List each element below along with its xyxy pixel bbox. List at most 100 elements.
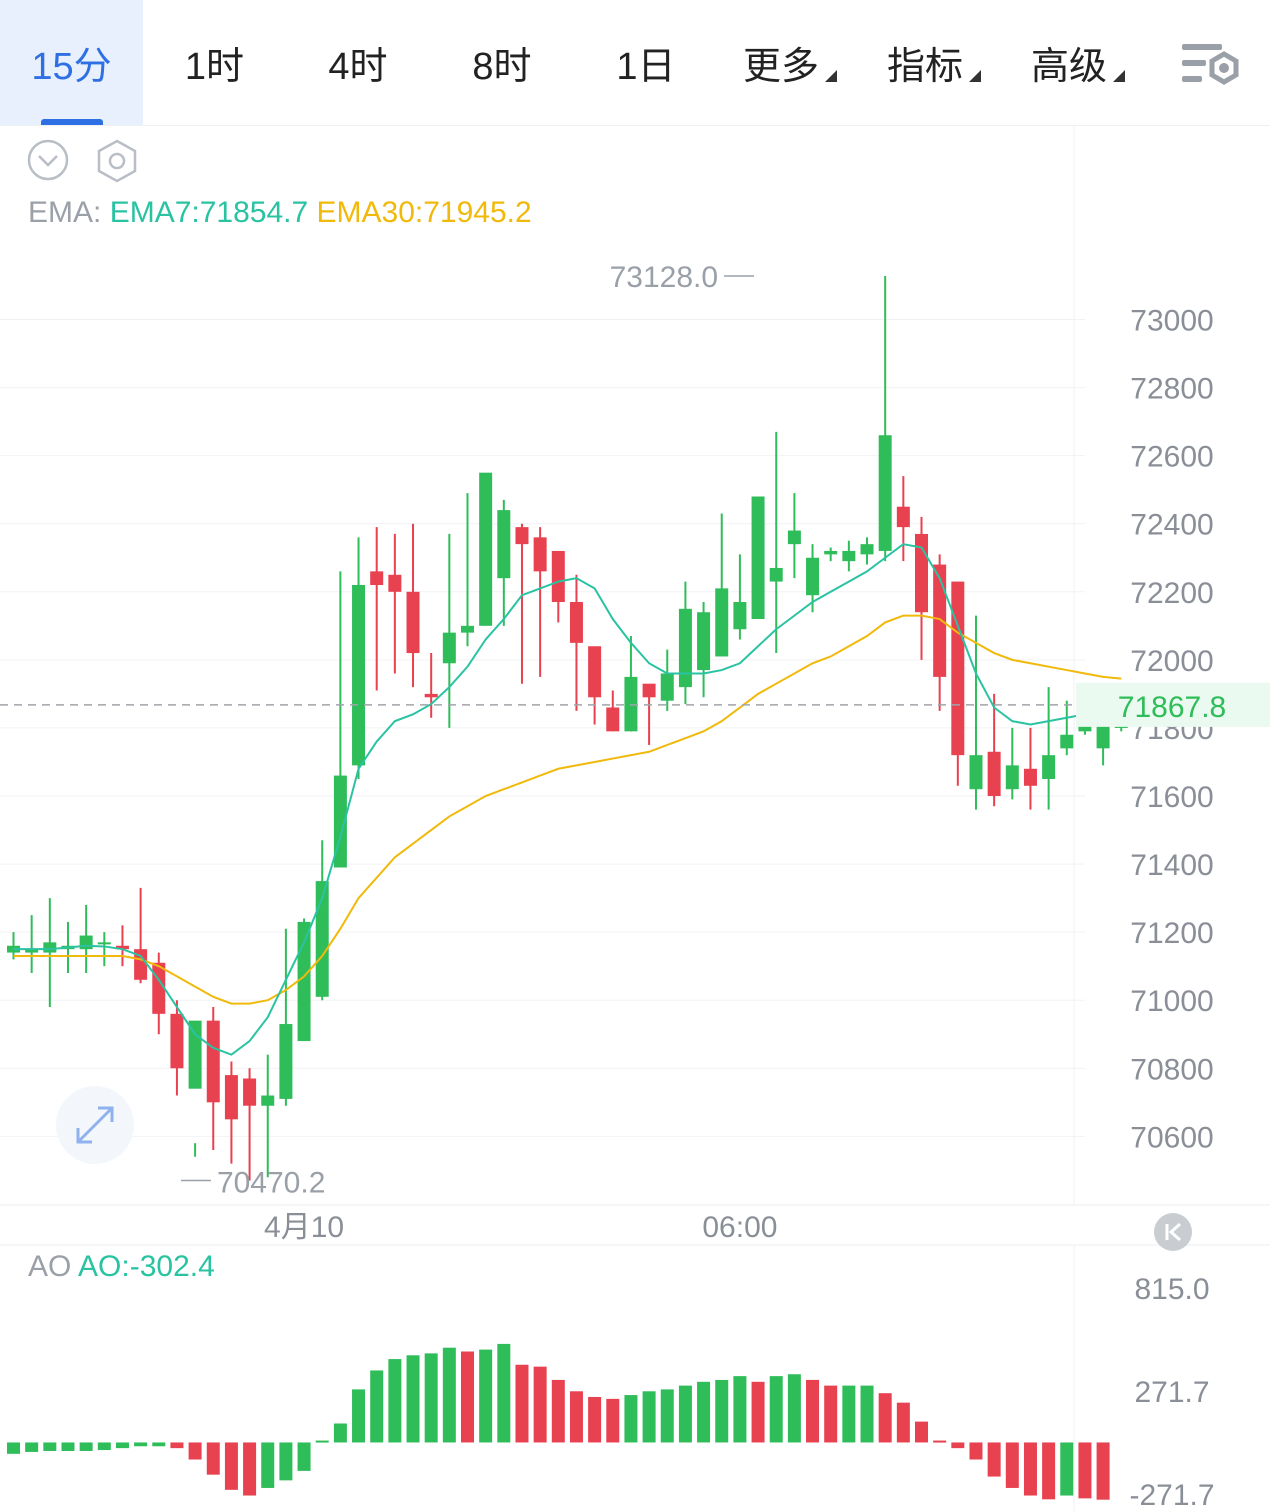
ao-bar bbox=[806, 1379, 820, 1443]
tab-label: 4时 bbox=[328, 46, 388, 88]
tab-5[interactable]: 更多 bbox=[718, 0, 862, 125]
candle-body bbox=[25, 949, 39, 953]
ao-bar bbox=[787, 1374, 801, 1443]
candle-body bbox=[461, 625, 474, 633]
candle-body bbox=[515, 527, 529, 545]
candle-body bbox=[842, 550, 856, 562]
ao-bar bbox=[697, 1381, 711, 1443]
candle-body bbox=[1023, 768, 1037, 786]
ema-legend: EMA: EMA7:71854.7 EMA30:71945.2 bbox=[28, 196, 532, 230]
back-to-latest-button[interactable] bbox=[1154, 1213, 1192, 1251]
candle-body bbox=[224, 1075, 238, 1120]
ao-bar bbox=[388, 1359, 402, 1443]
ema-label: EMA: bbox=[28, 196, 102, 229]
tab-7[interactable]: 高级 bbox=[1006, 0, 1150, 125]
ao-bar bbox=[315, 1440, 329, 1443]
price-tick-label: 72800 bbox=[1130, 373, 1213, 406]
ao-bar bbox=[442, 1347, 456, 1443]
candle-body bbox=[588, 646, 602, 698]
ao-tick-label: 815.0 bbox=[1134, 1273, 1209, 1306]
candle-body bbox=[115, 945, 129, 950]
ao-bar bbox=[624, 1395, 638, 1443]
candle-body bbox=[479, 472, 493, 626]
ao-bar bbox=[951, 1442, 965, 1449]
candle-body bbox=[315, 881, 329, 997]
ao-bar bbox=[569, 1391, 583, 1443]
tab-label: 8时 bbox=[472, 46, 532, 88]
chart-settings-icon[interactable] bbox=[1178, 40, 1244, 94]
tab-label: 指标 bbox=[886, 46, 963, 88]
ao-bar bbox=[1023, 1442, 1037, 1496]
candle-body bbox=[824, 550, 838, 555]
tab-label: 15分 bbox=[31, 46, 112, 88]
ao-bar bbox=[424, 1353, 438, 1443]
ao-bar bbox=[406, 1355, 420, 1443]
price-tick-label: 71200 bbox=[1130, 917, 1213, 950]
tab-4[interactable]: 1日 bbox=[574, 0, 718, 125]
ao-bar bbox=[43, 1442, 57, 1451]
tab-1[interactable]: 1时 bbox=[143, 0, 286, 125]
candle-body bbox=[860, 544, 874, 555]
candle-body bbox=[1060, 734, 1074, 749]
dropdown-caret-icon bbox=[969, 69, 981, 82]
ao-bar bbox=[152, 1442, 166, 1447]
expand-button[interactable] bbox=[56, 1086, 134, 1164]
price-tick-label: 73000 bbox=[1130, 305, 1213, 338]
tab-0[interactable]: 15分 bbox=[0, 0, 143, 125]
ao-label: AO bbox=[28, 1250, 72, 1283]
ao-bar bbox=[370, 1370, 384, 1443]
ao-bar bbox=[1060, 1442, 1074, 1496]
candle-body bbox=[896, 506, 910, 528]
candle-body bbox=[606, 707, 620, 732]
ao-bar bbox=[878, 1393, 892, 1443]
ao-bar bbox=[1078, 1442, 1092, 1499]
hexagon-settings-icon[interactable] bbox=[94, 138, 140, 184]
ao-bar bbox=[896, 1402, 910, 1443]
candle-body bbox=[987, 751, 1001, 797]
ao-bar bbox=[842, 1385, 856, 1443]
ao-bar bbox=[497, 1343, 511, 1443]
ao-bar bbox=[79, 1442, 93, 1451]
candle-body bbox=[806, 557, 820, 596]
candle-body bbox=[261, 1095, 275, 1106]
ao-legend: AO AO:-302.4 bbox=[28, 1250, 215, 1284]
candle-body bbox=[370, 571, 384, 585]
ao-bar bbox=[715, 1379, 729, 1443]
tab-label: 更多 bbox=[742, 46, 819, 88]
price-tick-label: 72200 bbox=[1130, 577, 1213, 610]
tab-3[interactable]: 8时 bbox=[430, 0, 574, 125]
ao-bar bbox=[551, 1379, 565, 1443]
candle-body bbox=[969, 755, 983, 790]
candle-body bbox=[497, 510, 511, 579]
time-axis-label: 4月10 bbox=[264, 1211, 344, 1244]
ema7-value: EMA7:71854.7 bbox=[109, 196, 309, 229]
candle-body bbox=[697, 612, 711, 671]
tab-6[interactable]: 指标 bbox=[862, 0, 1006, 125]
candle-body bbox=[569, 602, 583, 643]
ao-bar bbox=[479, 1349, 493, 1443]
candle-body bbox=[751, 496, 765, 620]
dropdown-caret-icon bbox=[825, 69, 837, 82]
candle-body bbox=[769, 567, 783, 582]
last-price-label: 71867.8 bbox=[1118, 691, 1226, 724]
candle-body bbox=[951, 581, 965, 756]
price-tick-label: 70600 bbox=[1130, 1121, 1213, 1154]
low-price-marker: 70470.2 bbox=[217, 1167, 325, 1200]
candle-body bbox=[170, 1013, 184, 1069]
ema30-line bbox=[13, 614, 1122, 1005]
price-tick-label: 72000 bbox=[1130, 645, 1213, 678]
price-tick-label: 71000 bbox=[1130, 985, 1213, 1018]
ao-bar bbox=[933, 1440, 947, 1443]
chevron-down-circle-icon[interactable] bbox=[26, 138, 70, 182]
ao-value: AO:-302.4 bbox=[78, 1250, 215, 1283]
tab-2[interactable]: 4时 bbox=[286, 0, 430, 125]
candle-body bbox=[660, 673, 674, 701]
candle-body bbox=[678, 608, 692, 688]
ao-bar bbox=[188, 1442, 202, 1460]
ao-bar bbox=[769, 1376, 783, 1443]
candle-body bbox=[442, 632, 456, 664]
ao-bar bbox=[170, 1442, 184, 1449]
ao-bar bbox=[352, 1389, 366, 1443]
ao-bar bbox=[206, 1442, 220, 1475]
